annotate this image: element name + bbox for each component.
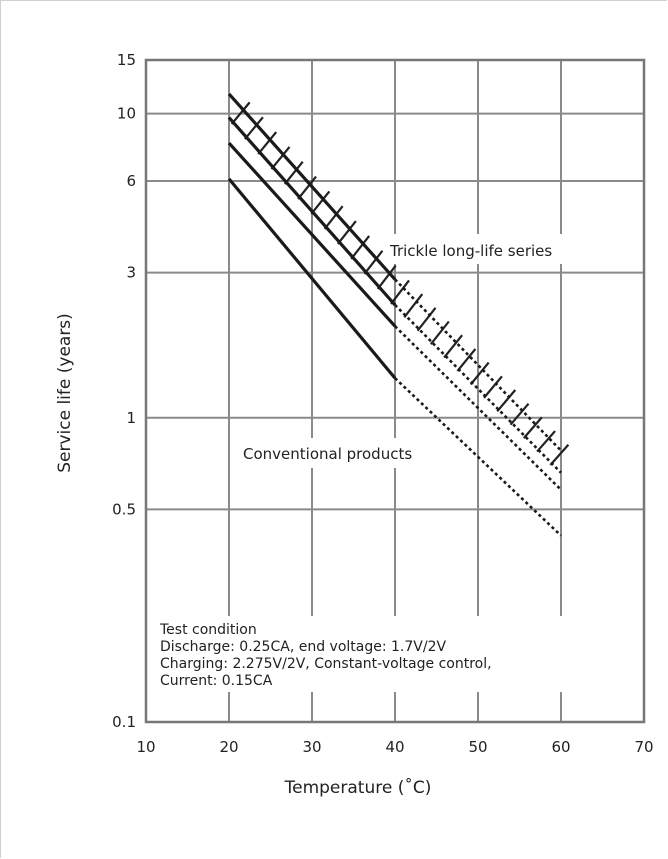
hatch-mark xyxy=(429,320,450,345)
hatch-mark xyxy=(350,235,371,260)
series-trickle-1-solid xyxy=(227,116,397,306)
hatch-mark xyxy=(297,175,317,200)
x-tick-label: 20 xyxy=(219,738,238,756)
note-bg xyxy=(156,616,636,692)
note-line-current: Current: 0.15CA xyxy=(160,673,273,689)
x-tick-label: 70 xyxy=(634,738,653,756)
series-conventional-3-dotted xyxy=(394,377,562,537)
hatch-mark xyxy=(310,190,331,215)
y-tick-label: 3 xyxy=(126,264,136,282)
y-tick-label: 10 xyxy=(117,105,136,123)
hatch-mark xyxy=(522,416,543,439)
hatch-mark xyxy=(509,402,530,426)
grid-lines xyxy=(146,60,644,722)
hatch-mark xyxy=(469,361,490,386)
y-axis-title: Service life (years) xyxy=(55,313,75,473)
y-tick-label: 0.1 xyxy=(112,713,136,731)
hatch-mark xyxy=(390,279,410,305)
x-tick-label: 40 xyxy=(385,738,404,756)
plot-frame xyxy=(144,58,646,724)
series-conventional-2-dotted xyxy=(394,325,562,491)
note-line-charging: Charging: 2.275V/2V, Constant-voltage co… xyxy=(160,656,492,672)
hatch-mark xyxy=(536,430,556,453)
hatch-mark xyxy=(496,389,517,412)
y-tick-label: 1 xyxy=(126,409,136,427)
conventional-series-label: Conventional products xyxy=(243,445,412,463)
conventional-label-bg xyxy=(238,438,452,468)
hatch-mark xyxy=(416,307,437,332)
hatch-mark xyxy=(257,131,278,155)
series-trickle-0-dotted xyxy=(394,278,562,452)
hatch-mark xyxy=(403,293,424,318)
hatch-mark xyxy=(270,146,291,170)
trickle-label-bg xyxy=(386,234,606,264)
hatched-band xyxy=(230,101,570,466)
x-tick-label: 10 xyxy=(136,738,155,756)
x-tick-label: 60 xyxy=(551,738,570,756)
series-conventional-2-solid xyxy=(227,141,397,328)
y-tick-label: 15 xyxy=(117,51,136,69)
y-tick-label: 0.5 xyxy=(112,500,136,518)
hatch-mark xyxy=(363,250,384,275)
x-axis-title: Temperature (˚C) xyxy=(284,777,432,798)
hatch-mark xyxy=(376,264,397,290)
series-trickle-0-solid xyxy=(227,92,397,281)
hatch-mark xyxy=(443,334,463,359)
x-tick-label: 30 xyxy=(302,738,321,756)
x-tick-label: 50 xyxy=(468,738,487,756)
hatch-mark xyxy=(456,348,477,372)
trickle-series-label: Trickle long-life series xyxy=(389,242,552,260)
series-conventional-3-solid xyxy=(227,177,397,380)
hatch-mark xyxy=(483,375,503,399)
y-tick-labels: 0.1 0.5 1 3 6 10 15 xyxy=(112,51,136,731)
x-tick-labels: 10 20 30 40 50 60 70 xyxy=(136,738,653,756)
note-line-discharge: Discharge: 0.25CA, end voltage: 1.7V/2V xyxy=(160,639,446,655)
series-lines xyxy=(227,92,562,537)
note-heading: Test condition xyxy=(159,622,257,638)
y-tick-label: 6 xyxy=(126,172,136,190)
hatch-mark xyxy=(283,161,304,185)
hatch-mark xyxy=(549,444,570,466)
hatch-mark xyxy=(323,205,344,230)
hatch-mark xyxy=(337,220,357,245)
hatch-mark xyxy=(244,116,264,140)
hatch-mark xyxy=(230,101,251,125)
